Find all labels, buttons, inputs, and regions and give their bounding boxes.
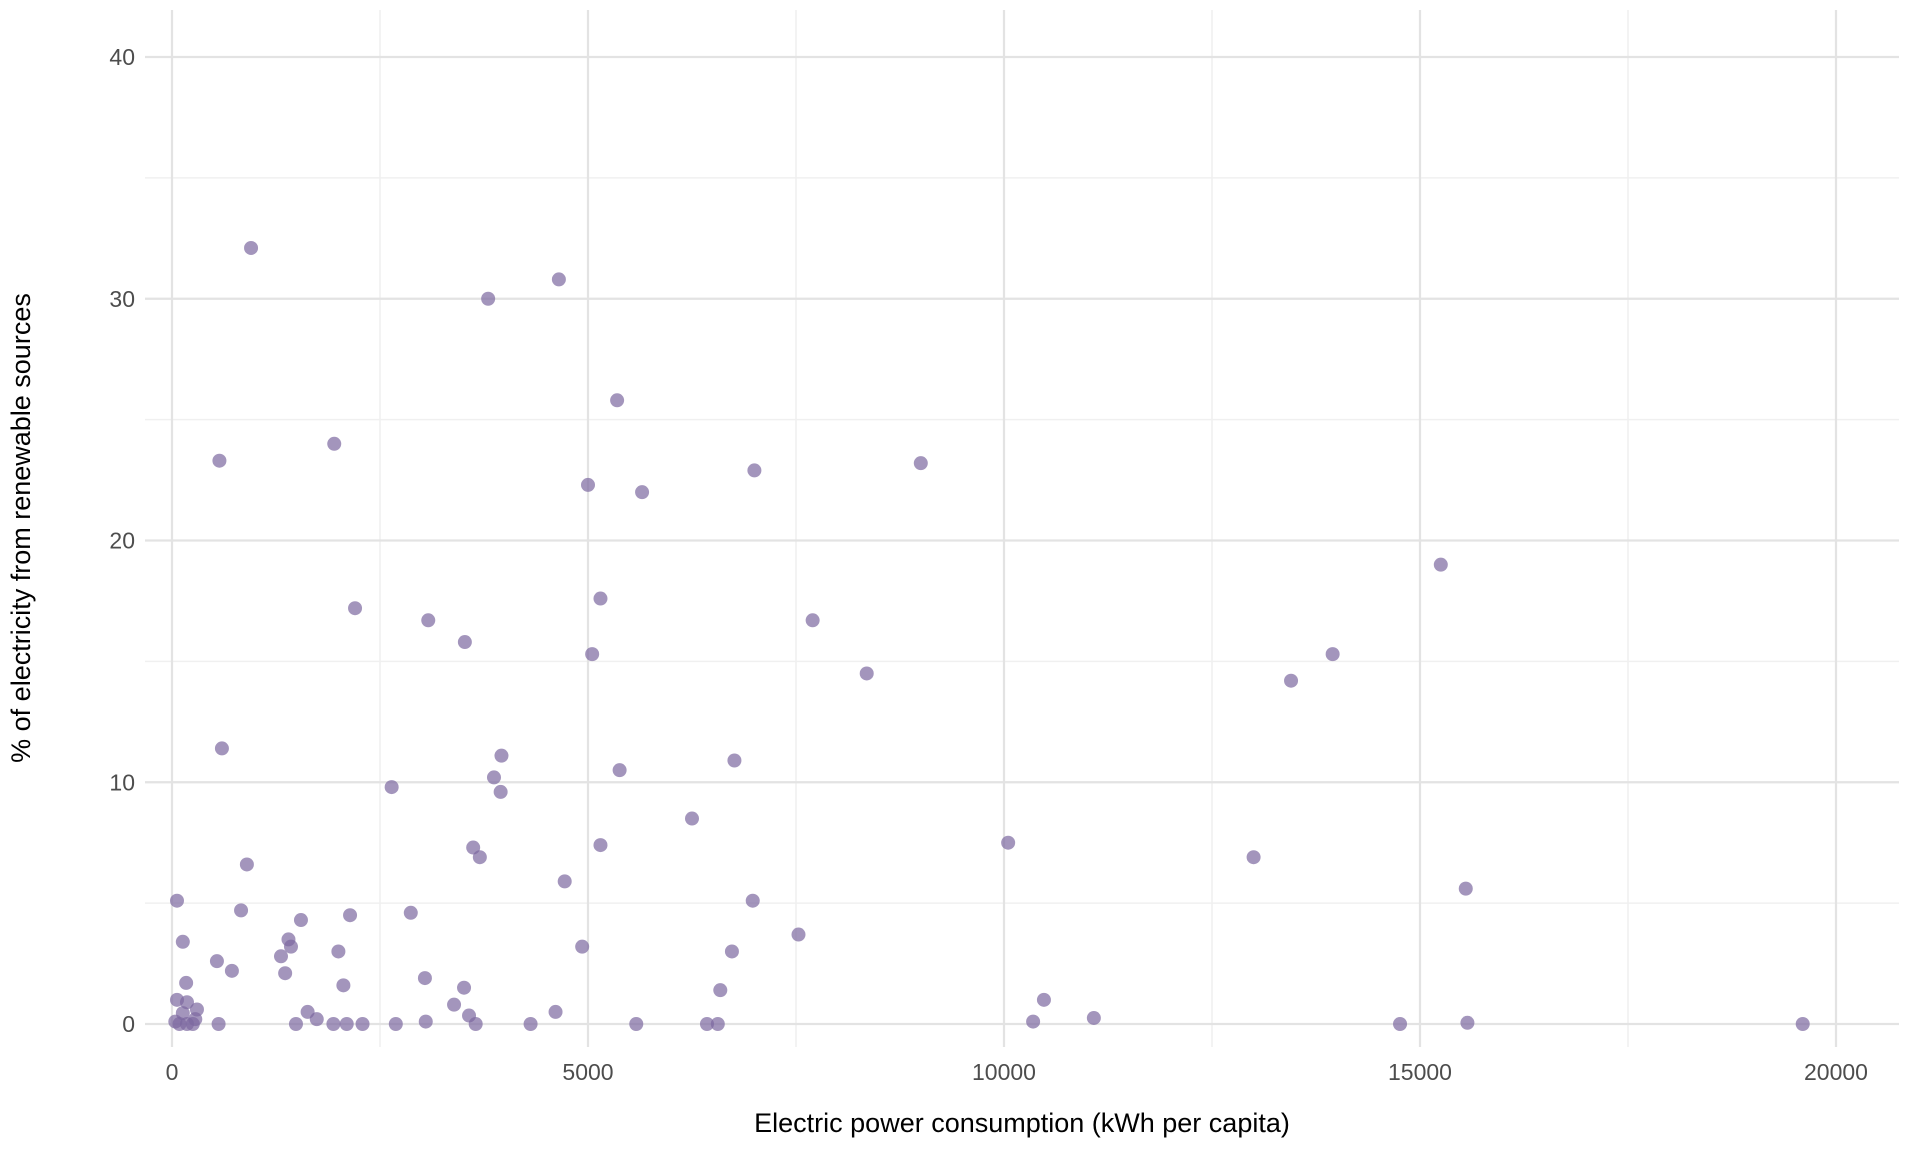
scatter-point	[447, 997, 462, 1012]
y-tick-label: 0	[122, 1011, 135, 1037]
scatter-point	[234, 903, 249, 918]
scatter-point	[339, 1017, 354, 1031]
scatter-point	[581, 477, 595, 492]
x-tick-label: 10000	[972, 1059, 1036, 1085]
minor-gridlines	[145, 10, 1899, 1047]
scatter-point	[384, 780, 399, 795]
scatter-point	[585, 647, 600, 662]
scatter-point	[175, 934, 190, 949]
y-axis-title: % of electricity from renewable sources	[6, 293, 36, 763]
scatter-point	[745, 893, 760, 908]
scatter-point	[211, 1017, 226, 1031]
scatter-point	[421, 613, 436, 628]
scatter-point	[593, 591, 608, 606]
scatter-point	[548, 1004, 563, 1019]
scatter-point	[699, 1017, 714, 1031]
scatter-point	[388, 1017, 403, 1031]
scatter-point	[273, 949, 288, 964]
scatter-point	[348, 601, 363, 616]
scatter-point	[859, 666, 874, 681]
scatter-point	[214, 741, 229, 756]
scatter-point	[710, 1017, 725, 1031]
y-tick-label: 30	[109, 286, 135, 312]
scatter-point	[724, 944, 739, 959]
scatter-point	[1325, 647, 1340, 662]
data-points	[168, 240, 1810, 1031]
y-tick-label: 10	[109, 769, 135, 795]
scatter-point	[472, 850, 487, 865]
scatter-point	[327, 436, 342, 451]
scatter-point	[551, 272, 566, 287]
y-axis-tick-labels: 0 10 20 30 40	[109, 44, 135, 1037]
scatter-point	[1246, 850, 1261, 865]
scatter-point	[468, 1017, 483, 1031]
scatter-point	[610, 393, 625, 408]
scatter-point	[179, 995, 194, 1010]
scatter-point	[612, 763, 627, 778]
scatter-point	[791, 927, 806, 942]
scatter-point	[457, 635, 472, 650]
scatter-point	[493, 784, 508, 799]
scatter-point	[1460, 1015, 1475, 1030]
scatter-point	[635, 485, 650, 500]
scatter-point	[523, 1017, 538, 1031]
x-tick-label: 5000	[562, 1059, 613, 1085]
scatter-point	[185, 1017, 200, 1031]
scatter-point	[417, 971, 432, 986]
scatter-point	[355, 1017, 370, 1031]
scatter-point	[283, 939, 298, 954]
major-gridlines	[145, 10, 1899, 1047]
scatter-point	[685, 811, 699, 826]
scatter-point	[293, 913, 308, 928]
scatter-point	[727, 753, 742, 768]
x-tick-label: 20000	[1804, 1059, 1868, 1085]
y-tick-label: 40	[109, 44, 135, 70]
scatter-point	[1001, 835, 1016, 850]
scatter-point	[494, 748, 509, 763]
scatter-point	[747, 463, 762, 478]
scatter-point	[486, 770, 501, 785]
scatter-point	[1433, 557, 1448, 572]
scatter-point	[1086, 1010, 1101, 1025]
scatter-point	[1284, 673, 1299, 688]
scatter-point	[593, 838, 608, 853]
scatter-point	[629, 1017, 644, 1031]
scatter-point	[457, 980, 472, 995]
scatter-point	[179, 975, 194, 990]
x-axis-title: Electric power consumption (kWh per capi…	[754, 1108, 1290, 1138]
scatter-point	[805, 613, 820, 628]
scatter-point	[557, 874, 572, 889]
scatter-point	[326, 1017, 341, 1031]
scatter-point	[1026, 1014, 1041, 1029]
scatter-point	[331, 944, 346, 959]
scatter-point	[1795, 1017, 1810, 1031]
x-tick-label: 15000	[1388, 1059, 1452, 1085]
scatter-point	[403, 905, 418, 920]
x-axis-tick-labels: 0 5000 10000 15000 20000	[166, 1059, 1868, 1085]
scatter-point	[209, 954, 224, 969]
scatter-point	[1458, 881, 1473, 896]
scatter-point	[575, 939, 590, 954]
scatter-point	[343, 908, 358, 923]
scatter-point	[244, 240, 259, 255]
scatter-point	[336, 978, 351, 993]
scatter-point	[418, 1014, 433, 1029]
scatter-point	[169, 893, 184, 908]
scatter-point	[288, 1017, 303, 1031]
x-tick-label: 0	[166, 1059, 179, 1085]
scatter-point	[481, 291, 496, 306]
scatter-point	[278, 966, 293, 981]
scatter-point	[239, 857, 254, 872]
y-tick-label: 20	[109, 528, 135, 554]
scatter-point	[309, 1012, 324, 1027]
scatter-point	[1393, 1017, 1408, 1031]
scatter-point	[913, 456, 928, 471]
scatter-point	[713, 983, 728, 998]
scatter-point	[1036, 992, 1051, 1007]
scatter-point	[224, 963, 239, 978]
scatter-point	[212, 453, 227, 468]
